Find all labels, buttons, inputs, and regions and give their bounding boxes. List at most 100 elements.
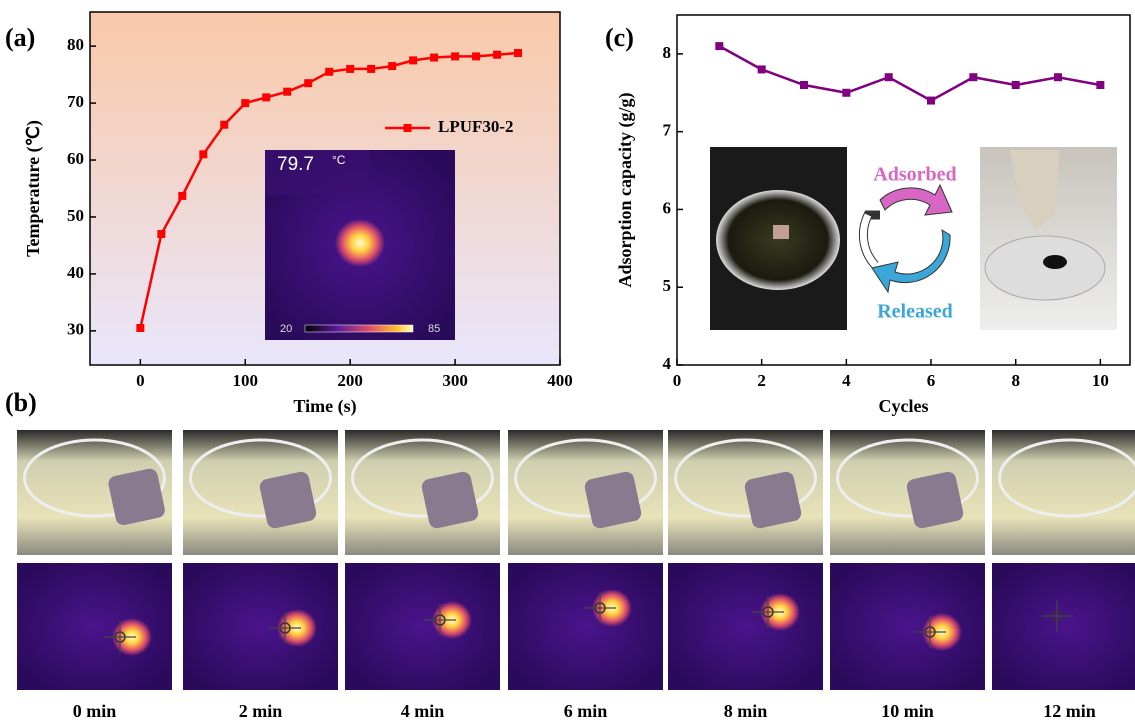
data-point [800, 81, 809, 89]
x-tick-label: 300 [442, 371, 468, 390]
dish [984, 235, 1106, 301]
color-scale [304, 324, 414, 333]
scale-max: 85 [428, 323, 440, 335]
crosshair [914, 616, 946, 648]
data-point [367, 64, 376, 73]
x-tick-label: 2 [757, 371, 766, 390]
y-tick-label: 30 [67, 320, 84, 339]
data-line [718, 45, 1101, 102]
data-point [388, 62, 397, 71]
y-tick-label: 70 [67, 92, 84, 111]
panel-label: (b) [5, 388, 37, 417]
glove [1010, 150, 1060, 230]
data-point [346, 64, 355, 73]
cycle-inset: Adsorbed Released [710, 147, 1117, 330]
time-label: 4 min [401, 701, 445, 721]
data-point [757, 65, 766, 74]
x-tick-label: 10 [1092, 371, 1109, 390]
crosshair [269, 612, 301, 644]
beaker-rim [674, 438, 817, 518]
x-axis-label: Cycles [879, 396, 929, 416]
photo [345, 430, 500, 555]
beaker-rim [351, 438, 494, 518]
photo [830, 430, 985, 555]
y-axis-label: Adsorption capacity (g/g) [615, 93, 636, 288]
data-point [178, 191, 187, 200]
beaker-rim [514, 438, 657, 518]
panel-label: (a) [5, 23, 35, 52]
data-point [283, 87, 292, 96]
time-label: 8 min [724, 701, 768, 721]
oil-drop [1043, 255, 1067, 269]
thermal-photo [17, 563, 172, 690]
x-tick-label: 100 [233, 371, 259, 390]
x-tick-label: 4 [842, 371, 851, 390]
beaker-rim [189, 438, 332, 518]
data-point [157, 230, 166, 239]
x-axis-label: Time (s) [293, 396, 356, 417]
x-tick-label: 200 [337, 371, 363, 390]
foam [259, 471, 317, 529]
foam [584, 471, 642, 529]
temp-unit: °C [332, 153, 346, 167]
panel-b [17, 430, 1135, 690]
data-point [927, 96, 936, 105]
data-point [262, 93, 271, 102]
y-tick-label: 7 [663, 121, 672, 140]
crosshair [424, 604, 456, 636]
time-label: 10 min [881, 701, 934, 721]
x-tick-label: 0 [673, 371, 682, 390]
photo [668, 430, 823, 555]
thermal-photo [508, 563, 663, 690]
data-point [430, 53, 439, 62]
data-point [969, 73, 978, 82]
data-point [451, 52, 460, 61]
data-point [1011, 81, 1020, 89]
data-point [409, 56, 418, 65]
temp-reading: 79.7 [277, 154, 314, 175]
crosshair [584, 592, 616, 624]
data-point [514, 48, 523, 57]
panel-label: (c) [605, 23, 634, 52]
foam [773, 225, 789, 239]
beaker-rim [836, 438, 979, 518]
y-tick-label: 6 [663, 198, 672, 217]
data-point [1096, 81, 1105, 89]
photo [992, 430, 1135, 555]
thermal-photo [830, 563, 985, 690]
reading-box [265, 150, 370, 195]
data-point [136, 323, 145, 332]
data-point [715, 42, 724, 51]
y-tick-label: 50 [67, 206, 84, 225]
x-tick-label: 400 [547, 371, 573, 390]
data-point [493, 50, 502, 59]
crosshair [752, 596, 784, 628]
dish [716, 190, 840, 290]
beaker-rim [998, 438, 1135, 518]
x-tick-label: 6 [927, 371, 936, 390]
x-tick-label: 8 [1011, 371, 1020, 390]
y-tick-label: 8 [663, 43, 672, 62]
legend-label: LPUF30-2 [438, 117, 514, 136]
data-point [304, 79, 313, 88]
data-point [472, 52, 481, 61]
legend-marker [403, 124, 412, 132]
scale-min: 20 [280, 323, 292, 335]
data-point [1054, 73, 1063, 82]
data-point [220, 120, 229, 129]
data-point [199, 150, 208, 159]
data-point [241, 99, 250, 108]
photo [183, 430, 338, 555]
data-point [884, 73, 893, 82]
beaker-rim [23, 438, 166, 518]
photo [508, 430, 663, 555]
time-label: 0 min [73, 701, 117, 721]
arrow [879, 183, 953, 216]
time-label: 12 min [1043, 701, 1096, 721]
foam [421, 471, 479, 529]
released-label: Released [877, 301, 953, 323]
arrow [871, 228, 951, 294]
thermal-photo [668, 563, 823, 690]
foam [906, 471, 964, 529]
